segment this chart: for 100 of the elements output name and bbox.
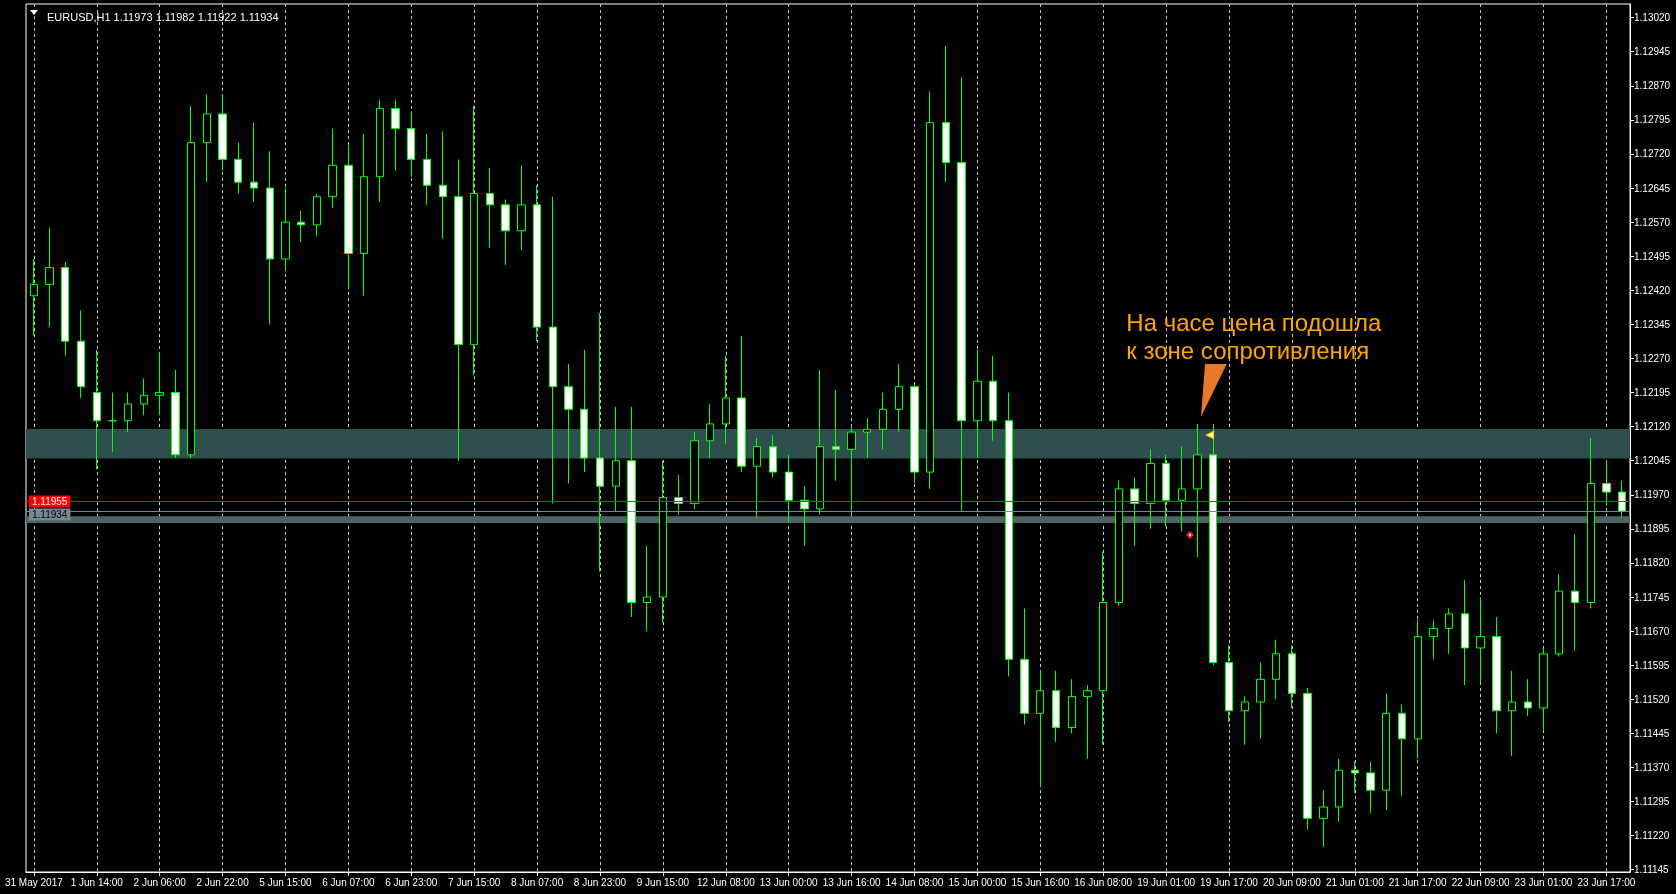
candlestick (1146, 448, 1155, 530)
y-tick-label: 1.11895 (1634, 523, 1670, 535)
candlestick (439, 130, 447, 240)
x-tick-label: 20 Jun 09:00 (1262, 876, 1322, 888)
y-tick-label: 1.12420 (1634, 284, 1671, 296)
candlestick (203, 93, 211, 183)
ref-line-label: 1.11955 (32, 496, 68, 508)
candlestick (124, 392, 132, 433)
candlestick (942, 45, 950, 183)
x-tick-label: 15 Jun 16:00 (1011, 876, 1070, 888)
candlestick (1083, 684, 1092, 760)
candlestick (1052, 670, 1060, 743)
x-tick-label: 16 Jun 08:00 (1074, 876, 1133, 888)
candlestick (973, 349, 982, 459)
candlestick (1319, 789, 1328, 848)
y-tick-label: 1.12195 (1634, 387, 1671, 399)
candlestick (674, 474, 683, 516)
candlestick (486, 167, 494, 249)
y-tick-label: 1.11745 (1634, 591, 1670, 603)
candlestick (1429, 619, 1438, 660)
y-tick-label: 1.12570 (1634, 216, 1671, 228)
candlestick (501, 198, 510, 266)
candlestick (77, 309, 85, 399)
candlestick (1005, 392, 1013, 678)
candlestick (1587, 437, 1595, 609)
y-tick-label: 1.12120 (1634, 421, 1671, 433)
y-tick-label: 1.11520 (1634, 693, 1670, 705)
x-tick-label: 13 Jun 00:00 (759, 876, 819, 888)
x-tick-label: 8 Jun 23:00 (573, 876, 627, 888)
candlestick (1414, 619, 1422, 760)
y-tick-label: 1.12870 (1634, 80, 1671, 92)
candlestick (1068, 678, 1076, 734)
candlestick (391, 99, 400, 172)
candlestick (1099, 551, 1107, 746)
candlestick (863, 417, 871, 459)
y-tick-label: 1.11295 (1634, 796, 1670, 808)
candlestick (926, 90, 934, 490)
x-tick-label: 6 Jun 23:00 (385, 876, 438, 888)
x-tick-label: 5 Jun 15:00 (259, 876, 313, 888)
candlestick (612, 406, 620, 513)
candlestick (1461, 579, 1469, 686)
y-tick-label: 1.12795 (1634, 114, 1671, 126)
candlestick (706, 403, 714, 459)
candlestick (155, 352, 164, 416)
y-tick-label: 1.12720 (1634, 148, 1671, 160)
y-tick-label: 1.12945 (1634, 46, 1671, 58)
candlestick (45, 227, 54, 328)
candlestick (140, 377, 148, 416)
candlestick (1115, 480, 1123, 607)
candlestick (769, 434, 777, 479)
x-tick-label: 14 Jun 08:00 (885, 876, 944, 888)
y-tick-label: 1.13020 (1634, 12, 1671, 24)
candlestick (1602, 460, 1611, 507)
candlestick (1335, 758, 1343, 823)
candlestick (1351, 761, 1359, 794)
candlestick (1382, 692, 1390, 811)
x-tick-label: 2 Jun 22:00 (196, 876, 250, 888)
annotation: На часе цена подошла к зоне сопротивления (1126, 308, 1383, 364)
y-tick-label: 1.12495 (1634, 250, 1671, 262)
candlestick (297, 210, 305, 243)
candlestick (1445, 607, 1453, 655)
y-tick-label: 1.12345 (1634, 318, 1671, 330)
y-tick-label: 1.11820 (1634, 557, 1670, 569)
x-tick-label: 6 Jun 07:00 (322, 876, 375, 888)
candlestick (1020, 607, 1029, 726)
candlestick (737, 335, 746, 473)
candlestick (832, 389, 840, 482)
y-tick-label: 1.11670 (1634, 625, 1670, 637)
candlestick (1476, 596, 1485, 683)
y-tick-label: 1.12645 (1634, 182, 1671, 194)
x-tick-label: 9 Jun 15:00 (636, 876, 690, 888)
candlestick (1130, 477, 1139, 547)
candlestick (61, 261, 69, 357)
text: EURUSD,H1 1.11973 1.11982 1.11922 1.11934 (47, 10, 279, 23)
candlestick (533, 184, 541, 342)
candlestick (454, 158, 463, 462)
candlestick (281, 187, 290, 271)
x-tick-label: 19 Jun 01:00 (1137, 876, 1196, 888)
x-tick-label: 22 Jun 09:00 (1451, 876, 1510, 888)
candlestick (187, 105, 195, 459)
candlestick (1618, 480, 1626, 519)
candlestick (564, 363, 573, 484)
y-tick-label: 1.11370 (1634, 761, 1670, 773)
candlestick (1288, 644, 1296, 709)
candlestick (690, 431, 699, 510)
candlestick (1272, 639, 1280, 700)
candlestick (470, 105, 478, 376)
candlestick (1555, 573, 1563, 658)
candlestick (753, 437, 761, 519)
candlestick (643, 545, 651, 632)
candlestick (1225, 644, 1233, 723)
x-tick-label: 7 Jun 15:00 (448, 876, 501, 888)
x-tick-label: 31 May 2017 (4, 876, 64, 888)
candlestick (1178, 446, 1186, 533)
y-tick-label: 1.11595 (1634, 659, 1670, 671)
candlestick (895, 363, 903, 433)
candlestick (627, 406, 636, 618)
candlestick (800, 485, 809, 547)
candlestick (659, 460, 667, 624)
x-tick-label: 1 Jun 14:00 (70, 876, 124, 888)
